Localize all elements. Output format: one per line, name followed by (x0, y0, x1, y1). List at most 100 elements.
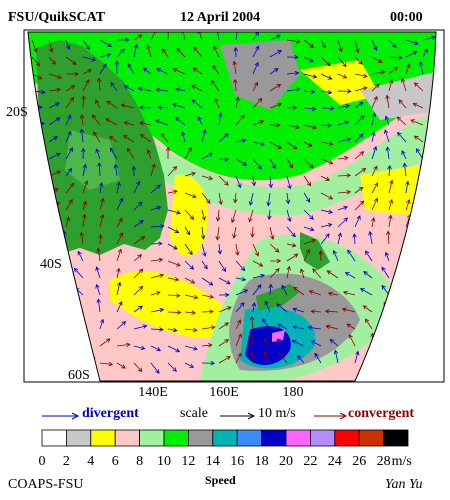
lon-label: 140E (138, 385, 168, 400)
wind-arrow (31, 219, 44, 228)
wind-arrow (352, 233, 357, 245)
wind-arrow (286, 141, 298, 150)
wind-arrow (235, 138, 247, 143)
wind-arrow (167, 189, 178, 195)
wind-arrow (235, 175, 242, 189)
wind-arrow (252, 243, 260, 257)
wind-arrow (342, 290, 356, 296)
wind-arrow (405, 362, 420, 369)
wind-arrow (354, 115, 365, 126)
wind-arrow (303, 175, 312, 187)
wind-arrow (191, 99, 203, 109)
wind-arrow (82, 69, 93, 75)
wind-arrow (80, 147, 86, 160)
field-yellow-2 (170, 174, 209, 257)
wind-arrow (167, 226, 180, 234)
colorbar-tick-label: 10 (157, 454, 171, 469)
wind-arrow (150, 291, 161, 296)
wind-arrow (325, 324, 339, 330)
colorbar-box (236, 429, 262, 447)
wind-arrow (252, 61, 259, 75)
wind-arrow (47, 351, 52, 364)
wind-arrow (48, 39, 54, 53)
wind-arrow (371, 70, 386, 75)
lon-label: 180 (283, 385, 304, 400)
wind-arrow (303, 158, 314, 169)
wind-arrow (269, 83, 282, 92)
wind-arrow (384, 115, 390, 126)
wind-arrow (269, 258, 282, 264)
wind-arrow (329, 338, 339, 347)
wind-arrow (337, 120, 350, 126)
wind-arrow (138, 105, 152, 110)
wind-arrow (281, 284, 288, 296)
wind-arrow (354, 215, 361, 228)
wind-arrow (320, 56, 331, 67)
field-lightgray (360, 70, 436, 120)
wind-arrow (232, 60, 237, 75)
wind-arrow (250, 226, 255, 238)
wind-arrow (99, 338, 111, 347)
colorbar-box (261, 429, 287, 447)
wind-arrow (95, 283, 101, 296)
wind-arrow (47, 231, 52, 245)
wind-arrow (337, 155, 349, 161)
wind-arrow (93, 131, 101, 143)
wind-arrow (167, 260, 181, 267)
wind-arrow (386, 230, 391, 245)
wind-arrow (422, 217, 431, 228)
wind-arrow (320, 141, 334, 146)
wind-arrow (215, 32, 220, 41)
wind-arrow (292, 307, 305, 313)
wind-arrow (333, 349, 339, 364)
wind-arrow (28, 248, 33, 262)
wind-arrow (167, 277, 180, 282)
lat-label: 40S (40, 257, 62, 272)
wind-arrow (82, 163, 87, 177)
wind-arrow (320, 39, 326, 49)
wind-arrow (235, 96, 240, 109)
colorbar-box (334, 429, 360, 447)
wind-arrow (387, 164, 392, 177)
wind-arrow (235, 302, 245, 313)
wind-arrow (127, 147, 135, 160)
colorbar-tick-label: 2 (63, 454, 70, 469)
wind-arrow (113, 163, 119, 177)
colorbar-box (66, 429, 92, 447)
wind-arrow (422, 183, 427, 194)
wind-arrow (388, 66, 399, 75)
wind-arrow (167, 327, 178, 333)
wind-arrow (218, 260, 226, 273)
wind-arrow (95, 266, 101, 279)
colorbar-box (285, 429, 311, 447)
wind-arrow (65, 167, 73, 177)
wind-arrow (184, 345, 198, 351)
wind-arrow (388, 39, 397, 48)
wind-arrow (312, 268, 322, 279)
colorbar-tick-label: 18 (255, 454, 269, 469)
wind-arrow (286, 54, 299, 60)
wind-arrow (184, 277, 196, 284)
wind-arrow (116, 281, 122, 296)
wind-arrow (286, 87, 301, 92)
wind-arrow (320, 123, 333, 128)
wind-arrow (252, 141, 265, 147)
wind-arrow (184, 362, 195, 368)
wind-arrow (402, 162, 408, 177)
wind-arrow (97, 162, 102, 177)
wind-arrow (354, 151, 365, 160)
wind-arrow (53, 289, 67, 296)
wind-arrow (31, 56, 41, 67)
wind-arrow (233, 192, 238, 204)
wind-arrow (354, 133, 364, 143)
wind-arrow (139, 133, 152, 143)
australia-inland (65, 130, 120, 190)
wind-arrow (31, 157, 43, 162)
wind-arrow (248, 192, 254, 206)
wind-arrow (371, 356, 380, 364)
wind-arrow (235, 319, 242, 330)
wind-arrow (150, 205, 162, 211)
header-time: 00:00 (390, 10, 423, 25)
wind-arrow (150, 307, 165, 313)
wind-arrow (172, 68, 186, 75)
